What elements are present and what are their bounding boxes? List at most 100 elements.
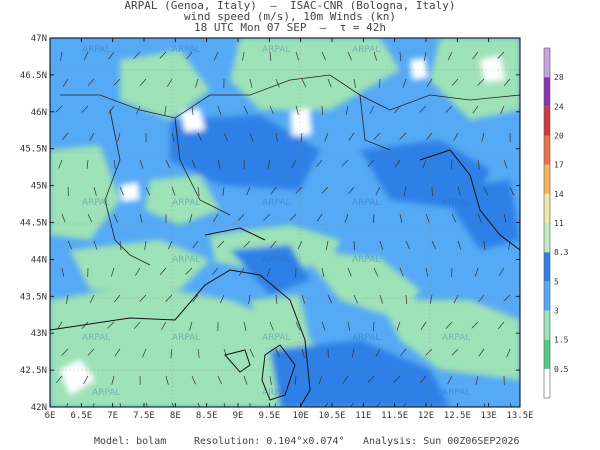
lat-label: 43N: [31, 329, 47, 339]
colorbar-tick-label: 14: [554, 190, 564, 199]
wind-barb: [269, 321, 274, 331]
wind-barb: [197, 132, 202, 142]
wind-barb: [347, 267, 352, 277]
colorbar-tick-label: 20: [554, 132, 564, 141]
lon-label: 10.5E: [318, 411, 345, 421]
wind-barb: [113, 78, 121, 86]
wind-barb: [219, 294, 225, 304]
wind-barb: [249, 132, 254, 142]
lat-label: 45N: [31, 182, 47, 192]
wind-barb: [243, 240, 251, 248]
wind-barb: [237, 213, 245, 222]
wind-barb: [399, 213, 402, 223]
wind-barb: [295, 186, 303, 194]
watermark-text: ARPAL: [352, 45, 380, 55]
wind-barb: [81, 321, 89, 329]
wind-barb: [167, 240, 173, 250]
watermark-text: ARPAL: [82, 45, 110, 55]
watermark-text: ARPAL: [262, 45, 290, 55]
colorbar-segment: [544, 281, 550, 311]
wind-barb: [189, 213, 193, 223]
watermark-text: ARPAL: [442, 198, 470, 208]
colorbar-tick-label: 17: [554, 161, 564, 170]
wind-barb: [55, 105, 63, 113]
wind-barb: [275, 294, 278, 304]
wind-barb: [474, 267, 479, 277]
wind-barb: [223, 348, 228, 358]
wind-barb: [509, 186, 515, 196]
lon-label: 13.5E: [506, 411, 533, 421]
wind-barb: [113, 159, 116, 169]
wind-barb: [503, 78, 511, 87]
wind-barb: [503, 213, 507, 223]
wind-barb: [457, 402, 459, 407]
wind-barb: [451, 78, 459, 86]
wind-field: ARPAL ARPAL ARPAL ARPAL ARPAL ARPAL ARPAL ARPAL…: [50, 38, 520, 407]
wind-barb: [114, 294, 121, 303]
wind-barb: [347, 51, 352, 61]
lat-label: 46N: [31, 108, 47, 118]
wind-barb: [107, 321, 115, 329]
wind-barb: [171, 186, 176, 196]
wind-barb: [399, 267, 404, 277]
wind-barb: [316, 213, 323, 222]
lon-label: 7E: [107, 411, 118, 421]
lon-label: 6.5E: [70, 411, 92, 421]
wind-barb: [373, 51, 377, 61]
colorbar-segment: [544, 193, 550, 223]
wind-barb: [171, 402, 175, 407]
wind-barb: [426, 78, 433, 87]
wind-barb: [60, 51, 63, 61]
wind-barb: [324, 402, 329, 407]
wind-barb: [269, 375, 272, 385]
wind-barb: [161, 321, 167, 330]
wind-barb: [379, 240, 383, 250]
wind-barb: [291, 159, 297, 169]
wind-barb: [119, 240, 122, 250]
wind-barb: [83, 51, 89, 61]
lon-label: 9E: [233, 411, 244, 421]
watermark-text: ARPAL: [442, 333, 470, 343]
wind-barb: [351, 348, 355, 358]
wind-barb: [197, 348, 200, 358]
wind-barb: [348, 132, 355, 141]
wind-barb: [114, 348, 121, 357]
lon-label: 12E: [418, 411, 434, 421]
colorbar-segment: [544, 368, 550, 398]
wind-barb: [87, 78, 95, 86]
header-line-3: 18 UTC Mon 07 SEP – τ = 42h: [193, 21, 387, 34]
wind-barb: [379, 294, 383, 304]
wind-barb: [297, 240, 303, 250]
watermark-text: ARPAL: [352, 198, 380, 208]
wind-barb: [430, 402, 433, 407]
wind-barb: [477, 159, 480, 169]
wind-barb: [445, 321, 453, 329]
wind-barb: [451, 348, 459, 356]
wind-barb: [321, 51, 327, 61]
colorbar-segment: [544, 164, 550, 194]
wind-barb: [145, 402, 148, 407]
wind-barb: [478, 348, 485, 357]
colorbar-segment: [544, 310, 550, 340]
wind-barb: [327, 294, 333, 304]
wind-barb: [197, 186, 200, 196]
wind-barb: [315, 159, 323, 168]
wind-barb: [294, 375, 297, 385]
wind-barb: [270, 186, 277, 195]
wind-barb: [481, 132, 485, 142]
wind-barb: [475, 375, 479, 385]
wind-barb: [424, 51, 427, 61]
colorbar-tick-label: 11: [554, 219, 564, 228]
wind-barb: [375, 402, 381, 407]
wind-barb: [246, 186, 251, 196]
wind-barb: [93, 186, 97, 196]
longitude-tick-labels: 6E 6.5E 7E 7.5E 8E 8.5E 9E 9.5E 10E 10.5E 11E 11.5E…: [45, 38, 534, 421]
watermark-text: ARPAL: [262, 198, 290, 208]
wind-barb: [429, 294, 433, 304]
wind-barb: [342, 375, 349, 384]
wind-barb: [66, 294, 69, 304]
colorbar-tick-label: 3: [554, 307, 559, 316]
wind-barb: [108, 105, 115, 114]
wind-barb: [471, 321, 479, 329]
wind-barb: [61, 213, 66, 223]
